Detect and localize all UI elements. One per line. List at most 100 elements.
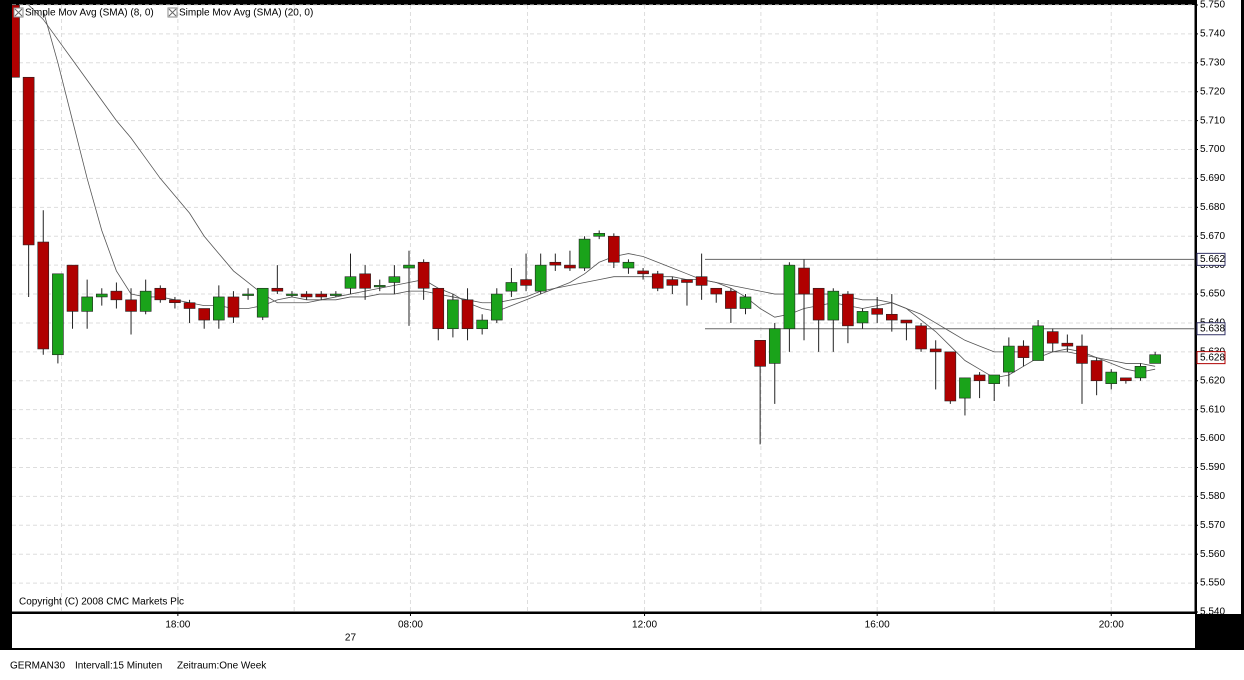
price-label: 5.662 (1200, 254, 1225, 265)
x-tick-label: 20:00 (1099, 620, 1124, 631)
candle-body (1105, 371, 1118, 384)
candle-body (22, 76, 35, 246)
candle-body (973, 374, 986, 382)
candle-body (871, 308, 883, 315)
y-tick-label: 5.650 (1200, 289, 1225, 300)
y-tick-label: 5.730 (1200, 57, 1225, 68)
candle-body (768, 328, 781, 364)
candle-body (66, 264, 79, 312)
footer-symbol: GERMAN30 (10, 661, 65, 672)
candle-body (286, 293, 298, 296)
candle-body (388, 276, 401, 283)
price-label-box (1196, 322, 1226, 336)
y-tick-label: 5.620 (1200, 375, 1225, 386)
candle-body (52, 273, 64, 356)
candle-body (710, 287, 723, 295)
candle-body (461, 299, 474, 330)
candle-body (651, 273, 664, 289)
y-tick-label: 5.700 (1200, 144, 1225, 155)
plot-marks (12, 5, 1161, 445)
candle-body (608, 235, 620, 263)
y-tick-label: 5.710 (1200, 115, 1225, 126)
date-tick-label: 27 (345, 633, 357, 644)
candle-body (637, 270, 649, 275)
candle-body (37, 241, 50, 350)
x-axis-panel (12, 614, 1195, 648)
candle-body (666, 279, 679, 286)
candle-body (12, 5, 20, 78)
y-tick-label: 5.550 (1200, 578, 1225, 589)
candle-body (403, 264, 415, 269)
candle-body (1061, 342, 1074, 347)
footer-range: Zeitraum:One Week (177, 661, 267, 672)
y-tick-label: 5.560 (1200, 549, 1225, 560)
y-tick-label: 5.740 (1200, 29, 1225, 40)
candle-body (1090, 360, 1103, 382)
sma-line (28, 5, 1156, 367)
candle-body (622, 261, 635, 269)
candle-body (1046, 331, 1059, 344)
x-tick-label: 08:00 (398, 620, 423, 631)
candle-body (827, 290, 840, 321)
footer-panel (0, 650, 1244, 675)
layer: 5.540 5.550 5.560 5.570 5.580 5.590 5.600 5.610… (12, 0, 1226, 644)
price-label-box (1196, 252, 1226, 266)
candle-body (139, 290, 152, 312)
candle-body (198, 308, 210, 321)
candle-body (549, 261, 562, 266)
candle-body (154, 287, 167, 301)
candle-body (505, 282, 518, 292)
candle-body (915, 325, 927, 350)
candle-body (1003, 345, 1015, 373)
x-tick-label: 12:00 (632, 620, 657, 631)
last-price-box (1196, 351, 1226, 365)
copyright: Copyright (C) 2008 CMC Markets Plc (19, 597, 184, 608)
candle-body (842, 293, 854, 327)
candle-body (1120, 377, 1132, 382)
candle-body (739, 296, 752, 309)
footer-interval: Intervall:15 Minuten (75, 661, 162, 672)
legend-check (168, 8, 177, 17)
candle-body (81, 296, 93, 312)
price-label: 5.638 (1200, 323, 1225, 334)
candle-body (578, 238, 591, 269)
candle-body (1017, 345, 1030, 358)
candle-body (256, 287, 269, 318)
y-tick-label: 5.750 (1200, 0, 1225, 11)
candle-body (783, 264, 796, 330)
candle-body (169, 299, 181, 304)
x-tick-label: 18:00 (165, 620, 190, 631)
legend-label: Simple Mov Avg (SMA) (20, 0) (179, 8, 313, 19)
candle-body (183, 302, 196, 309)
candle-body (330, 293, 342, 296)
candle-body (213, 296, 225, 321)
candle-body (944, 351, 957, 402)
candle-body (900, 319, 913, 324)
candle-body (681, 279, 693, 283)
y-tick-label: 5.670 (1200, 231, 1225, 242)
candle-body (359, 273, 371, 289)
y-tick-label: 5.690 (1200, 173, 1225, 184)
candle-body (885, 313, 898, 321)
candle-body (476, 319, 488, 330)
candle-body (315, 293, 328, 298)
y-tick-label: 5.580 (1200, 491, 1225, 502)
y-tick-label: 5.570 (1200, 520, 1225, 531)
candle-body (95, 293, 108, 298)
candle-body (1076, 345, 1088, 364)
candle-body (929, 348, 942, 353)
candle-body (1134, 366, 1147, 379)
y-tick-label: 5.590 (1200, 462, 1225, 473)
candle-body (725, 290, 737, 309)
candle-body (271, 287, 284, 292)
y-tick-label: 5.680 (1200, 202, 1225, 213)
candle-body (110, 290, 123, 301)
candle-body (417, 261, 430, 289)
candle-body (1149, 354, 1161, 364)
candle-body (125, 299, 137, 312)
candle-body (447, 299, 459, 330)
candle-body (373, 285, 386, 288)
y-tick-label: 5.540 (1200, 607, 1225, 618)
candle-body (812, 287, 825, 321)
